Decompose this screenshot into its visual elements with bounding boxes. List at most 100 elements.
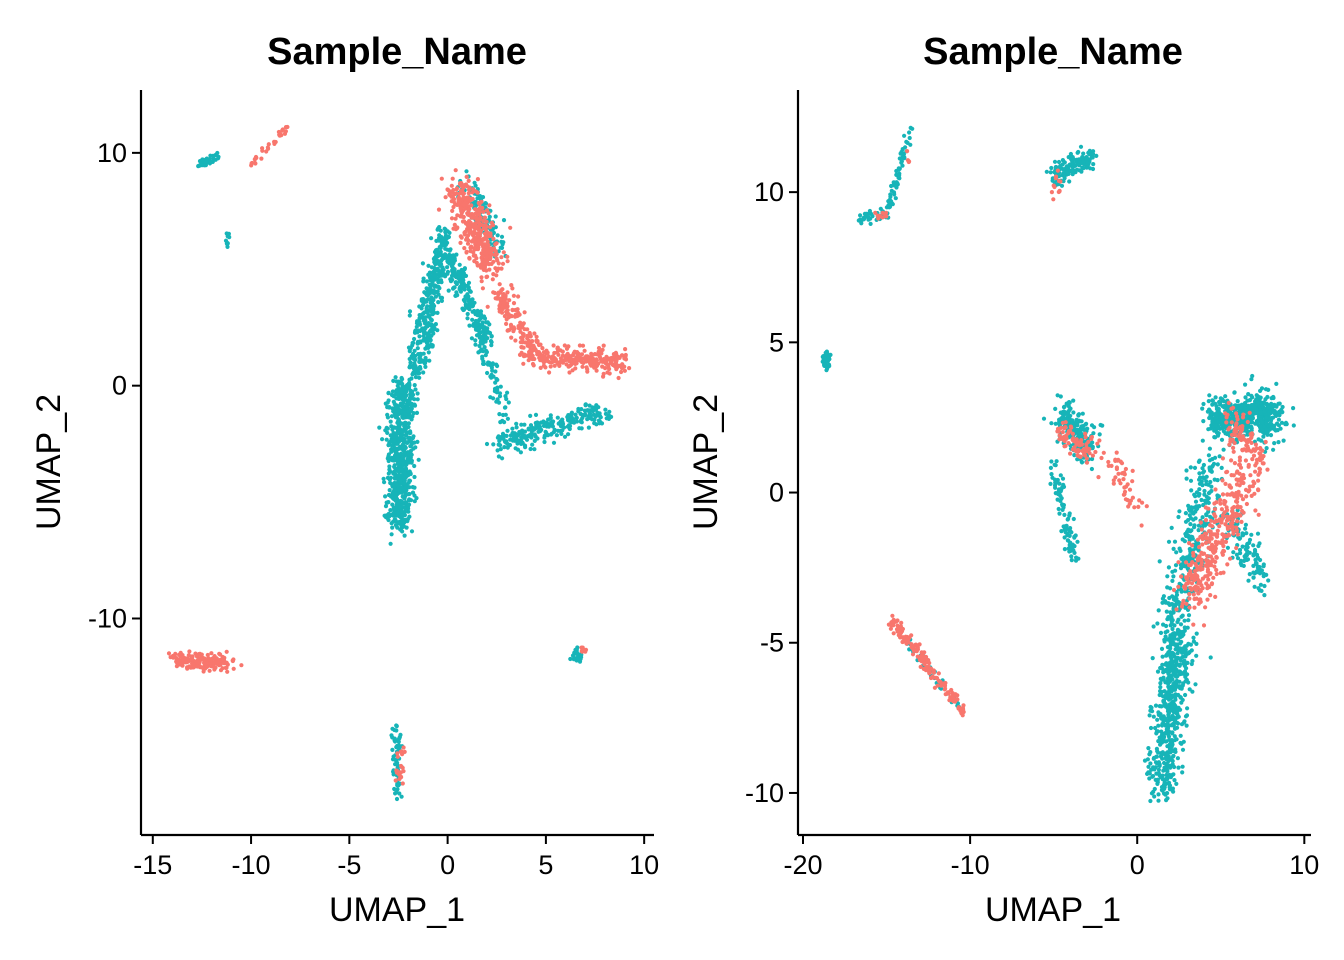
data-point xyxy=(249,163,254,168)
data-point xyxy=(1247,572,1252,577)
data-point xyxy=(403,506,408,511)
data-point xyxy=(1148,725,1154,731)
data-point xyxy=(446,288,451,293)
data-point xyxy=(496,261,501,266)
data-point xyxy=(1259,568,1264,573)
data-point xyxy=(396,510,401,515)
data-point xyxy=(1058,493,1063,499)
data-point xyxy=(431,331,436,336)
data-point xyxy=(524,437,530,442)
data-point xyxy=(523,445,528,450)
data-point xyxy=(384,437,389,442)
data-point xyxy=(586,425,592,430)
data-point xyxy=(1154,731,1159,736)
data-point xyxy=(1171,789,1176,794)
data-point xyxy=(542,439,547,445)
data-point xyxy=(487,362,492,367)
data-point xyxy=(208,160,213,165)
data-point xyxy=(407,497,412,502)
data-point xyxy=(415,346,420,351)
data-point xyxy=(394,441,399,446)
data-point xyxy=(391,458,397,463)
data-point xyxy=(1291,406,1296,411)
data-point xyxy=(259,156,264,161)
data-point xyxy=(473,201,478,206)
data-point xyxy=(1170,618,1175,623)
data-point xyxy=(1178,695,1183,700)
data-point xyxy=(609,361,614,366)
data-point xyxy=(1165,752,1170,757)
data-point xyxy=(619,369,624,375)
data-point xyxy=(383,401,388,406)
data-point xyxy=(472,180,477,185)
data-point xyxy=(385,412,390,417)
data-point xyxy=(417,304,422,309)
data-point xyxy=(466,178,471,183)
data-point xyxy=(472,246,477,251)
data-point xyxy=(491,374,496,379)
data-point xyxy=(397,423,402,428)
data-point xyxy=(1049,421,1054,426)
data-point xyxy=(464,249,469,254)
data-point xyxy=(1159,716,1164,721)
data-point xyxy=(1166,666,1171,671)
data-point xyxy=(528,446,533,452)
data-point xyxy=(1271,447,1276,452)
data-point xyxy=(405,519,410,524)
data-point xyxy=(193,651,198,656)
data-point xyxy=(889,199,894,204)
data-point xyxy=(599,359,604,364)
data-point xyxy=(406,401,412,406)
data-point xyxy=(1161,594,1166,599)
data-point xyxy=(1163,765,1168,771)
data-point xyxy=(425,344,430,349)
data-point xyxy=(397,505,403,510)
data-point xyxy=(448,277,453,282)
data-point xyxy=(584,365,589,370)
data-point xyxy=(1089,466,1094,472)
data-point xyxy=(566,417,571,422)
panel-1-points xyxy=(166,124,632,802)
data-point xyxy=(1048,170,1053,175)
data-point xyxy=(1170,662,1176,668)
data-point xyxy=(501,412,506,418)
data-point xyxy=(558,359,563,365)
data-point xyxy=(404,462,409,467)
data-point xyxy=(1173,568,1178,573)
data-point xyxy=(283,125,289,130)
data-point xyxy=(1254,552,1260,558)
data-point xyxy=(226,231,231,236)
data-point xyxy=(487,267,492,272)
data-point xyxy=(1276,440,1281,445)
data-point xyxy=(1175,721,1181,726)
data-point xyxy=(477,343,482,349)
data-point xyxy=(456,275,461,281)
data-point xyxy=(266,142,271,147)
data-point xyxy=(489,343,494,348)
data-point xyxy=(1148,708,1153,713)
data-point xyxy=(1058,498,1063,503)
data-point xyxy=(1049,165,1054,171)
data-point xyxy=(459,210,464,215)
data-point xyxy=(537,355,542,360)
data-point xyxy=(1157,763,1162,769)
data-point xyxy=(1158,742,1163,747)
data-point xyxy=(260,148,265,153)
data-point xyxy=(1067,547,1072,552)
data-point xyxy=(1146,746,1151,751)
data-point xyxy=(529,354,534,359)
data-point xyxy=(426,350,431,355)
data-point xyxy=(447,230,452,235)
data-point xyxy=(1075,150,1080,155)
data-point xyxy=(1207,446,1212,451)
data-point xyxy=(616,375,621,381)
data-point xyxy=(498,447,503,452)
data-point xyxy=(505,308,510,313)
data-point xyxy=(450,190,455,195)
data-point xyxy=(396,737,401,743)
data-point xyxy=(377,425,382,430)
data-point xyxy=(1159,754,1164,759)
data-point xyxy=(400,396,405,401)
